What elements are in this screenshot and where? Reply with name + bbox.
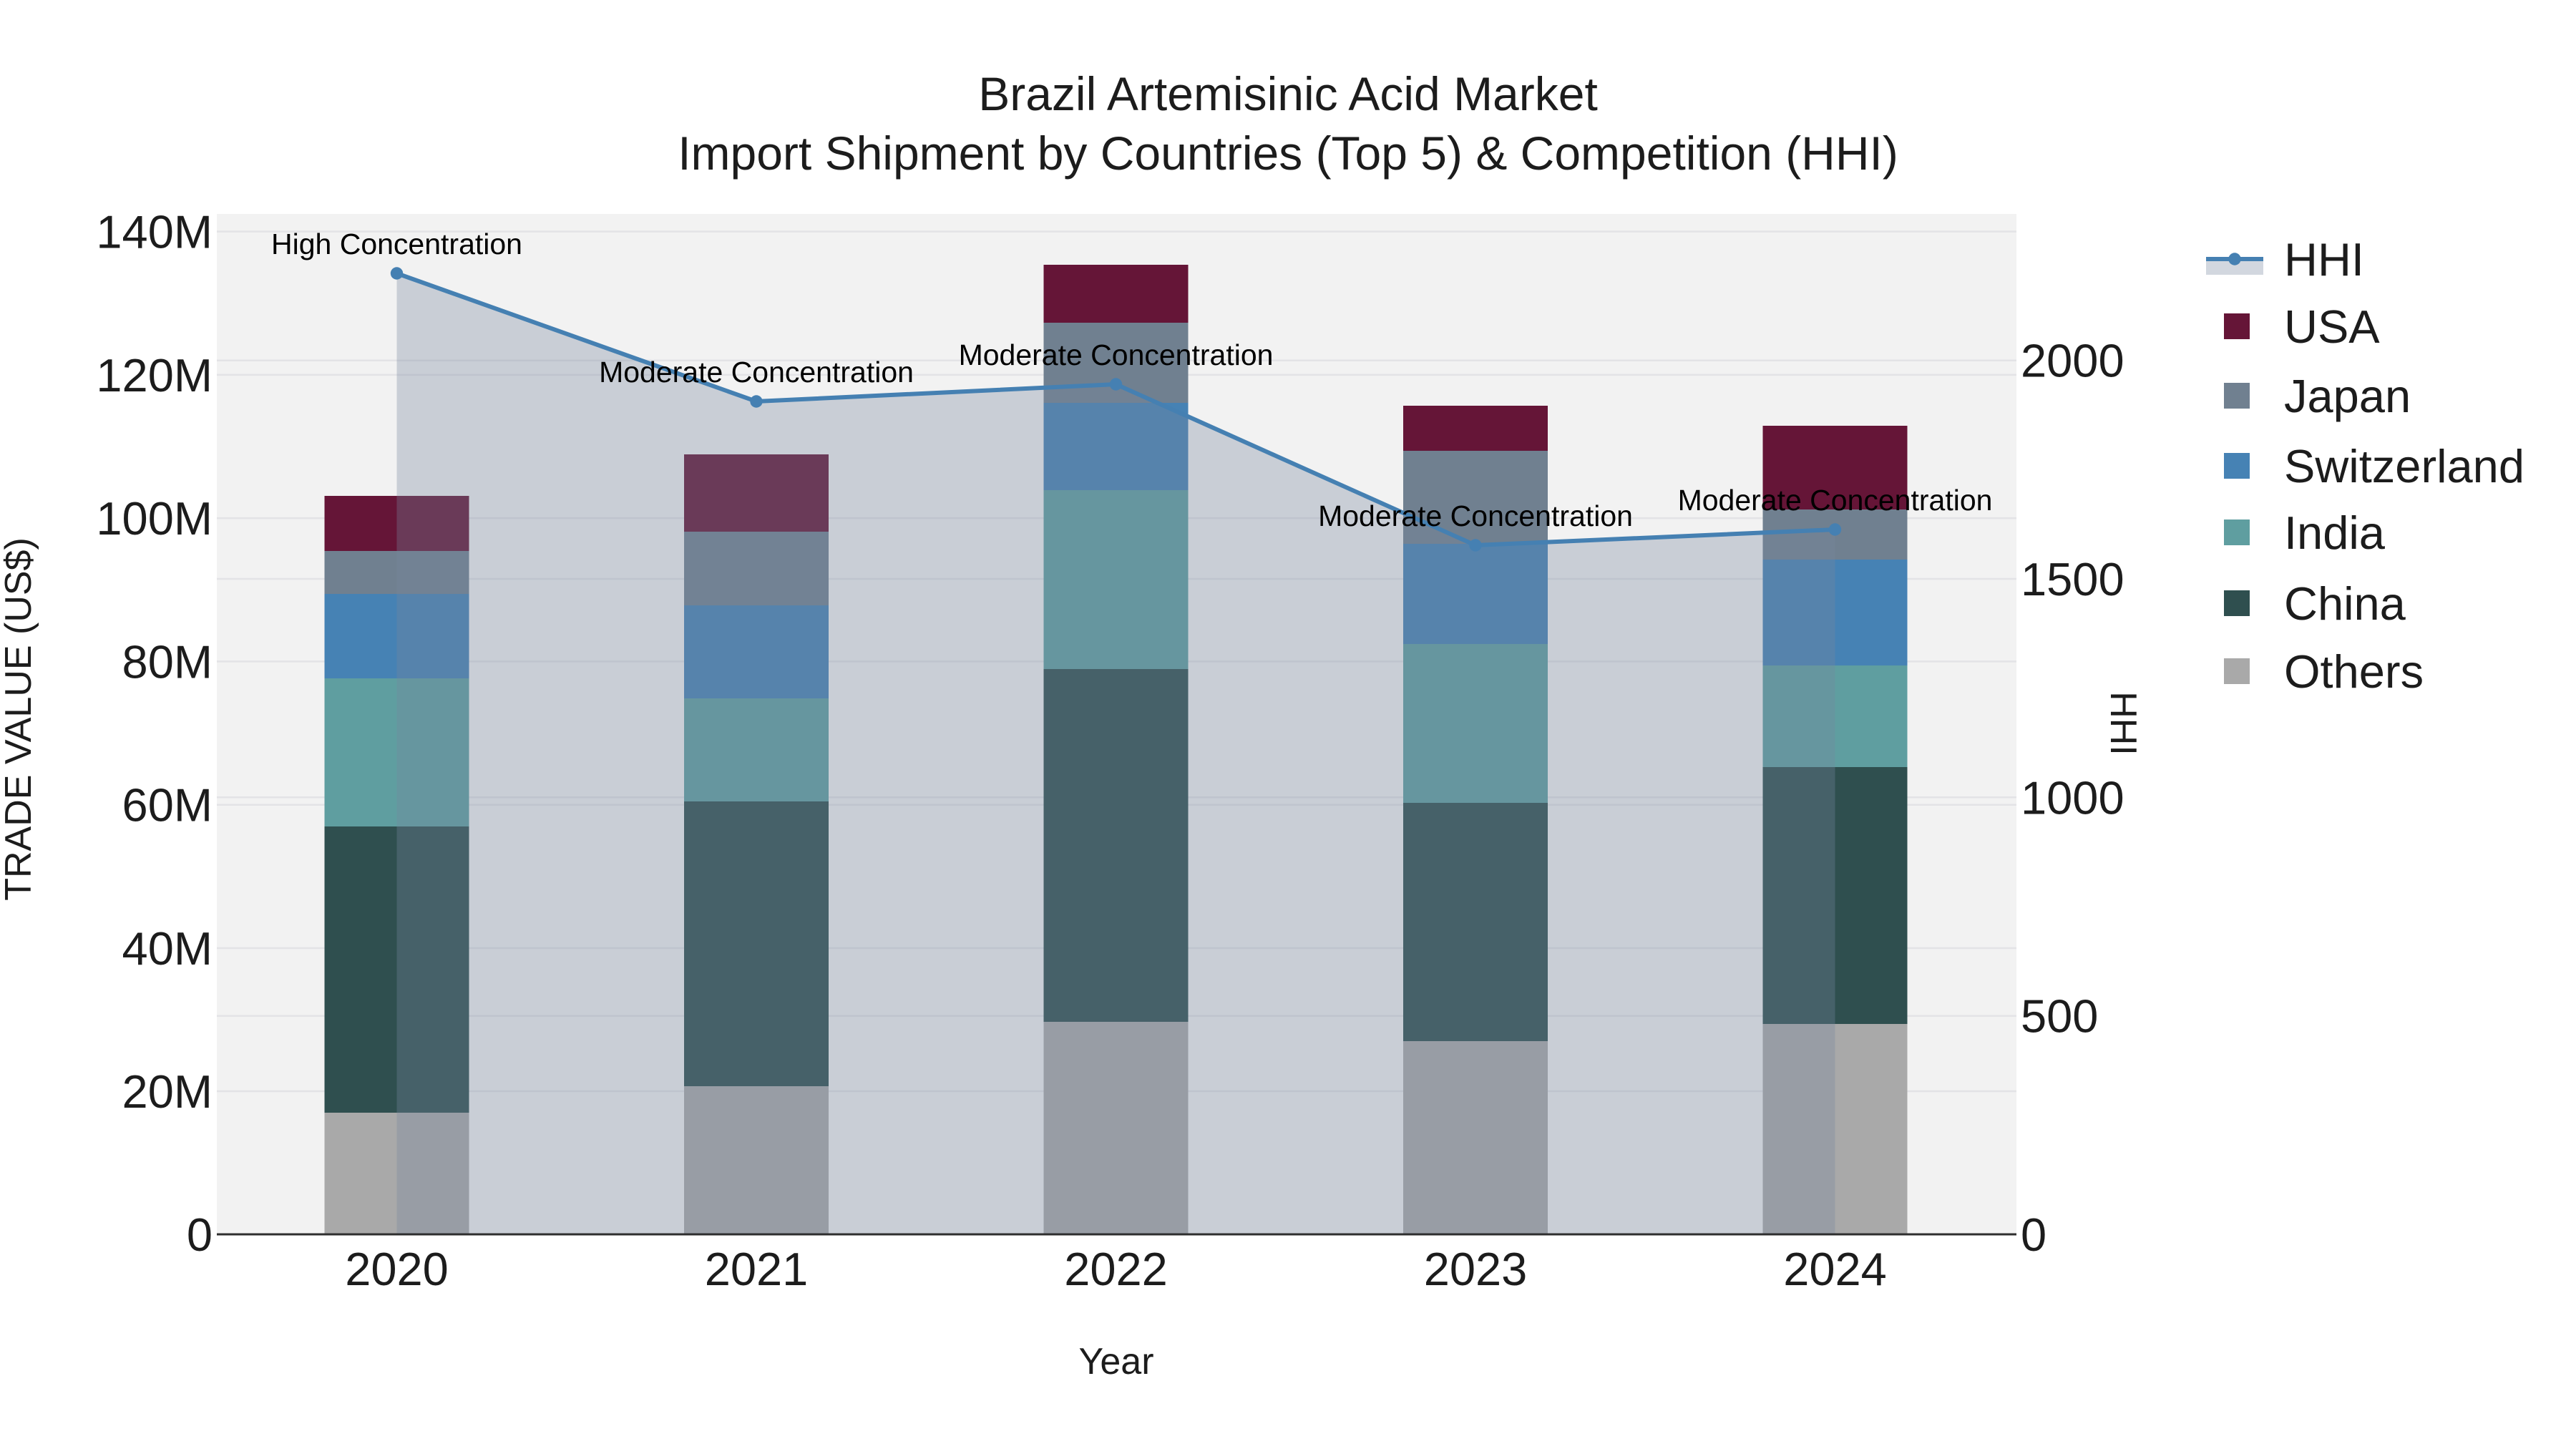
svg-text:Moderate Concentration: Moderate Concentration <box>1678 484 1993 517</box>
svg-text:USA: USA <box>2284 301 2380 353</box>
svg-text:1500: 1500 <box>2021 553 2124 605</box>
svg-text:HHI: HHI <box>2284 233 2364 286</box>
svg-text:Switzerland: Switzerland <box>2284 440 2524 492</box>
svg-text:40M: 40M <box>122 922 213 975</box>
svg-text:Moderate Concentration: Moderate Concentration <box>959 338 1274 371</box>
svg-text:60M: 60M <box>122 779 213 831</box>
svg-text:120M: 120M <box>96 349 213 401</box>
svg-text:Others: Others <box>2284 645 2424 698</box>
svg-text:TRADE VALUE (US$): TRADE VALUE (US$) <box>0 537 39 901</box>
svg-text:100M: 100M <box>96 492 213 545</box>
svg-text:Year: Year <box>1078 1341 1153 1382</box>
svg-text:80M: 80M <box>122 635 213 688</box>
svg-text:China: China <box>2284 577 2406 630</box>
svg-text:Brazil Artemisinic Acid Market: Brazil Artemisinic Acid Market <box>978 67 1598 120</box>
svg-text:Japan: Japan <box>2284 370 2411 422</box>
svg-text:2021: 2021 <box>705 1243 809 1295</box>
svg-text:High Concentration: High Concentration <box>271 228 522 260</box>
svg-text:500: 500 <box>2021 990 2098 1043</box>
svg-text:0: 0 <box>2021 1209 2046 1261</box>
svg-text:2024: 2024 <box>1783 1243 1887 1295</box>
svg-text:Moderate Concentration: Moderate Concentration <box>1318 499 1633 532</box>
svg-text:Import Shipment by Countries (: Import Shipment by Countries (Top 5) & C… <box>678 127 1898 180</box>
svg-text:India: India <box>2284 507 2386 559</box>
svg-text:20M: 20M <box>122 1065 213 1118</box>
svg-text:2023: 2023 <box>1424 1243 1528 1295</box>
svg-text:2020: 2020 <box>345 1243 449 1295</box>
svg-text:Moderate Concentration: Moderate Concentration <box>599 356 914 389</box>
svg-text:1000: 1000 <box>2021 771 2124 824</box>
svg-text:2022: 2022 <box>1064 1243 1168 1295</box>
svg-text:0: 0 <box>187 1209 213 1261</box>
svg-text:HHI: HHI <box>2102 691 2144 756</box>
svg-text:2000: 2000 <box>2021 335 2124 387</box>
svg-text:140M: 140M <box>96 206 213 258</box>
